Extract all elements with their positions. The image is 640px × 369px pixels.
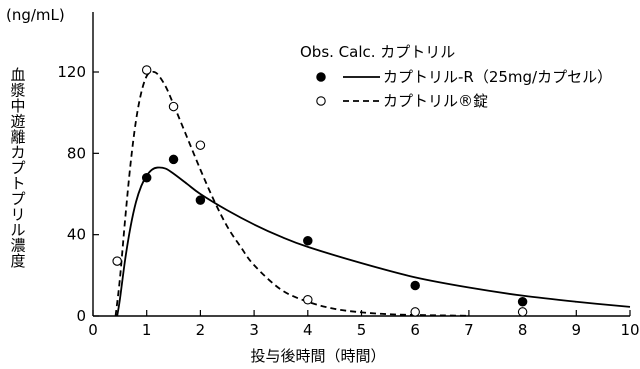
legend-series-label: カプトリル®錠: [383, 92, 488, 110]
y-tick-label: 120: [57, 63, 86, 81]
y-tick-label: 40: [67, 226, 86, 244]
x-tick-label: 3: [249, 321, 259, 339]
x-tick-label: 6: [410, 321, 420, 339]
observed-point-filled: [195, 195, 206, 205]
x-tick-label: 0: [88, 321, 98, 339]
x-tick-label: 8: [518, 321, 528, 339]
observed-point-open: [168, 101, 179, 112]
x-tick-label: 9: [572, 321, 582, 339]
observed-point-open: [112, 256, 122, 266]
curves: [114, 70, 631, 317]
axes: 0 1 2 3 4 5 6 7 8 9 10 0 40 80 120: [57, 12, 640, 339]
x-tick-label: 2: [196, 321, 206, 339]
observed-point-open: [410, 307, 420, 317]
y-axis-label: 血漿中遊離カプトプリル濃度: [10, 66, 25, 270]
x-tick-label: 1: [142, 321, 152, 339]
observed-point-filled: [517, 297, 528, 307]
points: [112, 65, 528, 317]
legend-marker-filled: [316, 72, 326, 82]
x-tick-label: 5: [357, 321, 367, 339]
unit-label: (ng/mL): [6, 6, 65, 24]
observed-point-filled: [410, 280, 420, 291]
observed-point-filled: [141, 172, 152, 183]
y-tick-label: 0: [76, 307, 86, 325]
observed-point-filled: [168, 154, 179, 165]
series-dashed-curve: [114, 70, 469, 317]
x-tick-label: 10: [620, 321, 639, 339]
observed-point-filled: [303, 236, 313, 246]
legend-header: Obs. Calc. カプトリル: [300, 43, 455, 61]
series-solid-curve: [116, 166, 631, 317]
observed-point-open: [303, 294, 313, 305]
legend-marker-open: [316, 96, 326, 106]
y-tick-label: 80: [67, 144, 86, 162]
observed-point-open: [141, 65, 152, 75]
observed-point-open: [195, 140, 206, 150]
x-tick-label: 4: [303, 321, 313, 339]
x-axis-label: 投与後時間（時間）: [250, 347, 385, 365]
x-tick-label: 7: [464, 321, 474, 339]
observed-point-open: [517, 307, 528, 317]
legend-series-label: カプトリル-R（25mg/カプセル）: [383, 68, 612, 86]
